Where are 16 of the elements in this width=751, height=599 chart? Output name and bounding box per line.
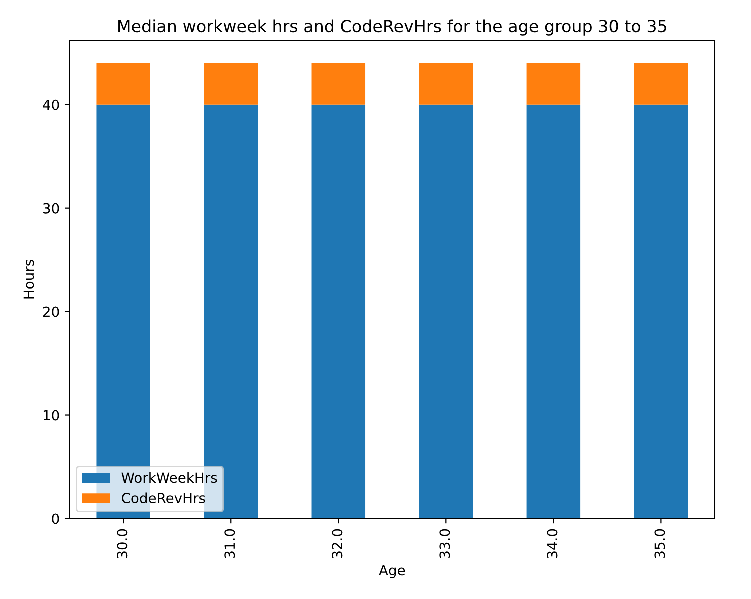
legend-label: CodeRevHrs [122,492,206,504]
y-tick-label: 10 [44,410,60,421]
y-axis-title: Hours [24,260,34,299]
legend-label: WorkWeekHrs [122,472,218,484]
x-axis-title: Age [379,565,406,578]
y-tick-label: 20 [43,306,60,318]
chart-title: Median workweek hrs and CodeRevHrs for the age group 30 to 35 [118,20,666,36]
x-tick-label: 31.0 [224,529,236,558]
x-tick-label: 34.0 [547,529,558,558]
x-tick-label: 32.0 [332,529,343,558]
x-tick-label: 30.0 [117,529,128,558]
y-tick-label: 0 [52,514,60,524]
x-tick-label: 33.0 [440,529,450,558]
x-tick-label: 35.0 [654,529,666,558]
y-tick-label: 40 [43,100,60,110]
y-tick-label: 30 [44,203,60,214]
